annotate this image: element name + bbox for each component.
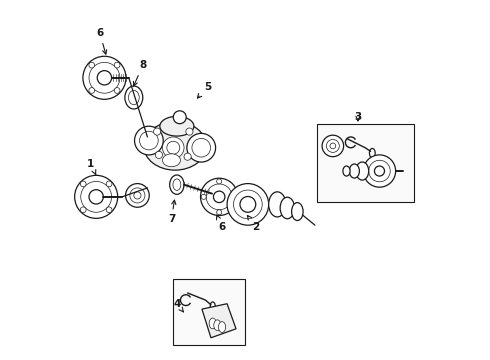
Ellipse shape xyxy=(128,90,139,105)
Text: 6: 6 xyxy=(96,28,107,54)
Ellipse shape xyxy=(269,192,286,217)
Circle shape xyxy=(155,151,163,158)
Circle shape xyxy=(217,210,221,215)
Circle shape xyxy=(163,137,184,158)
Circle shape xyxy=(114,62,120,68)
Circle shape xyxy=(364,155,395,187)
Circle shape xyxy=(167,141,180,154)
Text: 3: 3 xyxy=(354,112,362,122)
Text: 1: 1 xyxy=(87,159,96,175)
Circle shape xyxy=(89,87,95,93)
Circle shape xyxy=(192,138,211,157)
Circle shape xyxy=(114,87,120,93)
Ellipse shape xyxy=(209,318,216,329)
Ellipse shape xyxy=(292,203,303,221)
Circle shape xyxy=(80,207,86,213)
Circle shape xyxy=(374,166,385,176)
Circle shape xyxy=(89,62,120,93)
Circle shape xyxy=(184,153,191,160)
Circle shape xyxy=(81,181,112,212)
Circle shape xyxy=(206,184,232,210)
Circle shape xyxy=(80,181,86,187)
Ellipse shape xyxy=(144,122,206,170)
Circle shape xyxy=(97,71,112,85)
Circle shape xyxy=(173,111,186,124)
Ellipse shape xyxy=(170,175,184,194)
Circle shape xyxy=(130,188,145,203)
Circle shape xyxy=(227,184,269,225)
Text: 4: 4 xyxy=(173,299,183,312)
Polygon shape xyxy=(202,304,236,338)
Text: 7: 7 xyxy=(168,200,176,224)
Bar xyxy=(317,125,414,202)
Circle shape xyxy=(330,143,336,149)
Bar xyxy=(173,279,245,345)
Circle shape xyxy=(106,181,112,187)
Ellipse shape xyxy=(280,197,294,219)
Circle shape xyxy=(232,194,237,199)
Circle shape xyxy=(186,128,193,135)
Circle shape xyxy=(234,190,262,219)
Ellipse shape xyxy=(173,179,181,190)
Circle shape xyxy=(89,190,103,204)
Ellipse shape xyxy=(219,321,225,332)
Ellipse shape xyxy=(369,148,375,158)
Circle shape xyxy=(326,139,339,152)
Text: 5: 5 xyxy=(197,82,211,98)
Text: 8: 8 xyxy=(133,60,147,86)
Ellipse shape xyxy=(214,320,221,330)
Circle shape xyxy=(240,197,256,212)
Circle shape xyxy=(83,56,126,99)
Circle shape xyxy=(200,178,238,216)
Ellipse shape xyxy=(125,86,143,109)
Circle shape xyxy=(125,184,149,207)
Ellipse shape xyxy=(210,302,215,311)
Circle shape xyxy=(74,175,118,219)
Circle shape xyxy=(217,179,221,184)
Circle shape xyxy=(322,135,343,157)
Ellipse shape xyxy=(343,166,350,176)
Ellipse shape xyxy=(349,164,359,178)
Circle shape xyxy=(134,192,141,199)
Ellipse shape xyxy=(160,116,194,136)
Circle shape xyxy=(89,62,95,68)
Ellipse shape xyxy=(356,162,368,180)
Circle shape xyxy=(214,191,225,203)
Circle shape xyxy=(201,194,206,199)
Circle shape xyxy=(368,160,390,182)
Text: 2: 2 xyxy=(247,216,259,231)
Circle shape xyxy=(140,131,158,150)
Circle shape xyxy=(106,207,112,213)
Text: 6: 6 xyxy=(217,215,225,231)
Circle shape xyxy=(153,128,161,135)
Circle shape xyxy=(187,134,216,162)
Ellipse shape xyxy=(163,154,180,167)
Circle shape xyxy=(135,126,163,155)
